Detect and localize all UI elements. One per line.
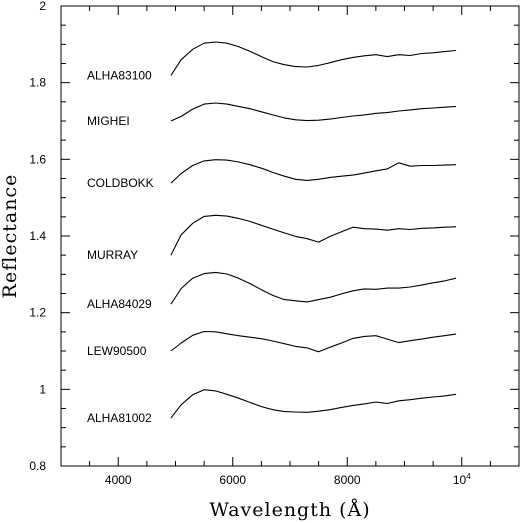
series-line <box>170 330 457 353</box>
x-tick-label: 8000 <box>334 473 361 487</box>
y-tick-label: 2 <box>39 0 46 13</box>
series-label: MURRAY <box>87 248 138 262</box>
series-label: MIGHEI <box>87 114 130 128</box>
series-lines <box>170 41 457 419</box>
y-tick-label: 0.8 <box>29 459 46 473</box>
y-tick-label: 1.8 <box>29 76 46 90</box>
x-tick-exponent: 4 <box>466 472 471 481</box>
y-tick-label: 1.2 <box>29 306 46 320</box>
series-line <box>170 214 457 256</box>
x-tick-label: 104 <box>453 472 471 487</box>
series-line <box>170 159 457 184</box>
series-label: ALHA81002 <box>87 411 152 425</box>
x-axis-title: Wavelength (Å) <box>209 499 370 521</box>
y-tick-label: 1 <box>39 382 46 396</box>
series-line <box>170 41 457 76</box>
y-tick-label: 1.6 <box>29 152 46 166</box>
series-labels: ALHA83100 MIGHEI COLDBOKK MURRAY ALHA84029 LE… <box>87 68 154 425</box>
series-label: COLDBOKK <box>87 176 154 190</box>
x-tick-label: 4000 <box>105 473 132 487</box>
series-label: LEW90500 <box>87 344 147 358</box>
x-tick-label: 6000 <box>219 473 246 487</box>
series-line <box>170 271 457 305</box>
axis-ticks <box>60 5 520 467</box>
y-axis-title: Reflectance <box>0 174 21 299</box>
series-line <box>170 102 457 122</box>
series-label: ALHA83100 <box>87 68 152 82</box>
series-label: ALHA84029 <box>87 297 152 311</box>
y-tick-label: 1.4 <box>29 229 46 243</box>
series-line <box>170 389 457 419</box>
